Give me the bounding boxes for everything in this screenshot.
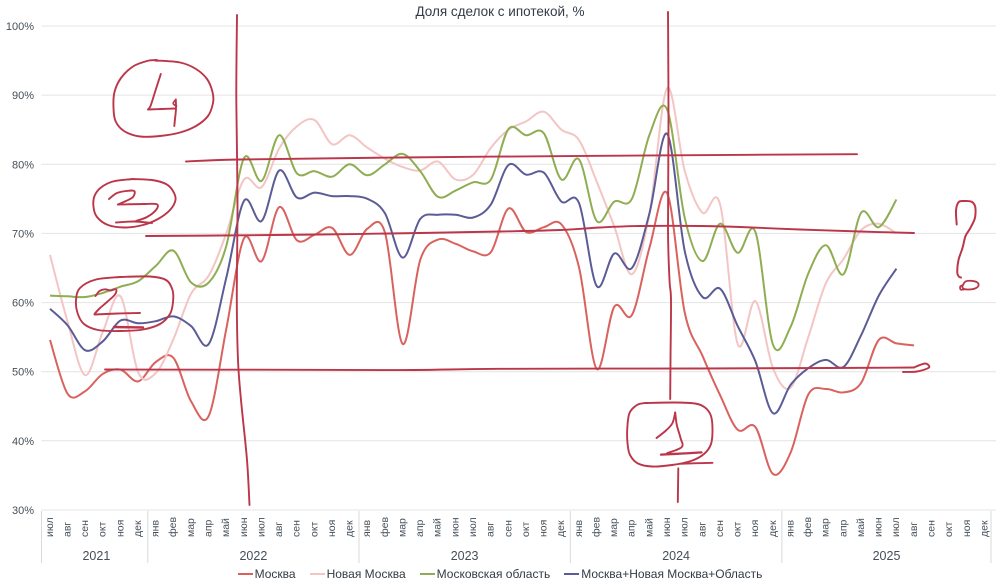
- svg-text:июл: июл: [255, 517, 267, 537]
- svg-text:40%: 40%: [12, 436, 34, 448]
- svg-text:дек: дек: [555, 520, 567, 537]
- svg-text:ноя: ноя: [114, 520, 126, 537]
- svg-text:2024: 2024: [662, 549, 690, 563]
- svg-text:ноя: ноя: [326, 520, 338, 537]
- svg-text:окт: окт: [943, 521, 955, 537]
- svg-text:90%: 90%: [12, 90, 34, 102]
- svg-text:июн: июн: [661, 517, 673, 537]
- svg-text:сен: сен: [79, 520, 91, 537]
- svg-text:фев: фев: [379, 517, 391, 537]
- svg-text:мар: мар: [396, 518, 408, 537]
- svg-text:май: май: [432, 518, 444, 537]
- svg-text:апр: апр: [837, 519, 849, 537]
- svg-text:апр: апр: [626, 519, 638, 537]
- svg-text:янв: янв: [784, 520, 796, 537]
- svg-text:авг: авг: [273, 522, 285, 537]
- svg-text:июл: июл: [679, 517, 691, 537]
- svg-text:авг: авг: [61, 522, 73, 537]
- svg-text:дек: дек: [767, 520, 779, 537]
- svg-text:дек: дек: [978, 520, 990, 537]
- svg-text:июн: июн: [238, 517, 250, 537]
- svg-text:фев: фев: [802, 517, 814, 537]
- svg-text:май: май: [855, 518, 867, 537]
- svg-text:мар: мар: [608, 518, 620, 537]
- svg-text:окт: окт: [308, 521, 320, 537]
- svg-text:авг: авг: [908, 522, 920, 537]
- svg-text:2023: 2023: [451, 549, 479, 563]
- svg-text:сен: сен: [714, 520, 726, 537]
- svg-text:июл: июл: [467, 517, 479, 537]
- svg-text:янв: янв: [573, 520, 585, 537]
- svg-text:май: май: [643, 518, 655, 537]
- svg-text:сен: сен: [502, 520, 514, 537]
- svg-text:80%: 80%: [12, 159, 34, 171]
- svg-text:июн: июн: [873, 517, 885, 537]
- svg-text:июл: июл: [44, 517, 56, 537]
- svg-text:дек: дек: [132, 520, 144, 537]
- svg-text:мар: мар: [820, 518, 832, 537]
- svg-text:окт: окт: [97, 521, 109, 537]
- svg-text:Доля сделок с ипотекой, %: Доля сделок с ипотекой, %: [415, 4, 584, 19]
- svg-text:сен: сен: [291, 520, 303, 537]
- svg-text:50%: 50%: [12, 367, 34, 379]
- svg-text:апр: апр: [414, 519, 426, 537]
- svg-text:янв: янв: [361, 520, 373, 537]
- svg-text:мар: мар: [185, 518, 197, 537]
- svg-text:июн: июн: [449, 517, 461, 537]
- svg-text:фев: фев: [590, 517, 602, 537]
- svg-text:авг: авг: [485, 522, 497, 537]
- svg-text:2022: 2022: [239, 549, 267, 563]
- svg-text:окт: окт: [520, 521, 532, 537]
- svg-text:30%: 30%: [12, 505, 34, 517]
- svg-text:2021: 2021: [82, 549, 110, 563]
- svg-text:60%: 60%: [12, 298, 34, 310]
- svg-text:апр: апр: [202, 519, 214, 537]
- svg-text:2025: 2025: [873, 549, 901, 563]
- svg-text:ноя: ноя: [961, 520, 973, 537]
- svg-text:дек: дек: [344, 520, 356, 537]
- svg-text:сен: сен: [925, 520, 937, 537]
- svg-text:100%: 100%: [6, 21, 34, 33]
- svg-text:янв: янв: [150, 520, 162, 537]
- svg-text:июл: июл: [890, 517, 902, 537]
- svg-text:ноя: ноя: [749, 520, 761, 537]
- svg-text:фев: фев: [167, 517, 179, 537]
- svg-text:окт: окт: [731, 521, 743, 537]
- svg-text:май: май: [220, 518, 232, 537]
- svg-text:ноя: ноя: [538, 520, 550, 537]
- svg-text:70%: 70%: [12, 228, 34, 240]
- svg-text:авг: авг: [696, 522, 708, 537]
